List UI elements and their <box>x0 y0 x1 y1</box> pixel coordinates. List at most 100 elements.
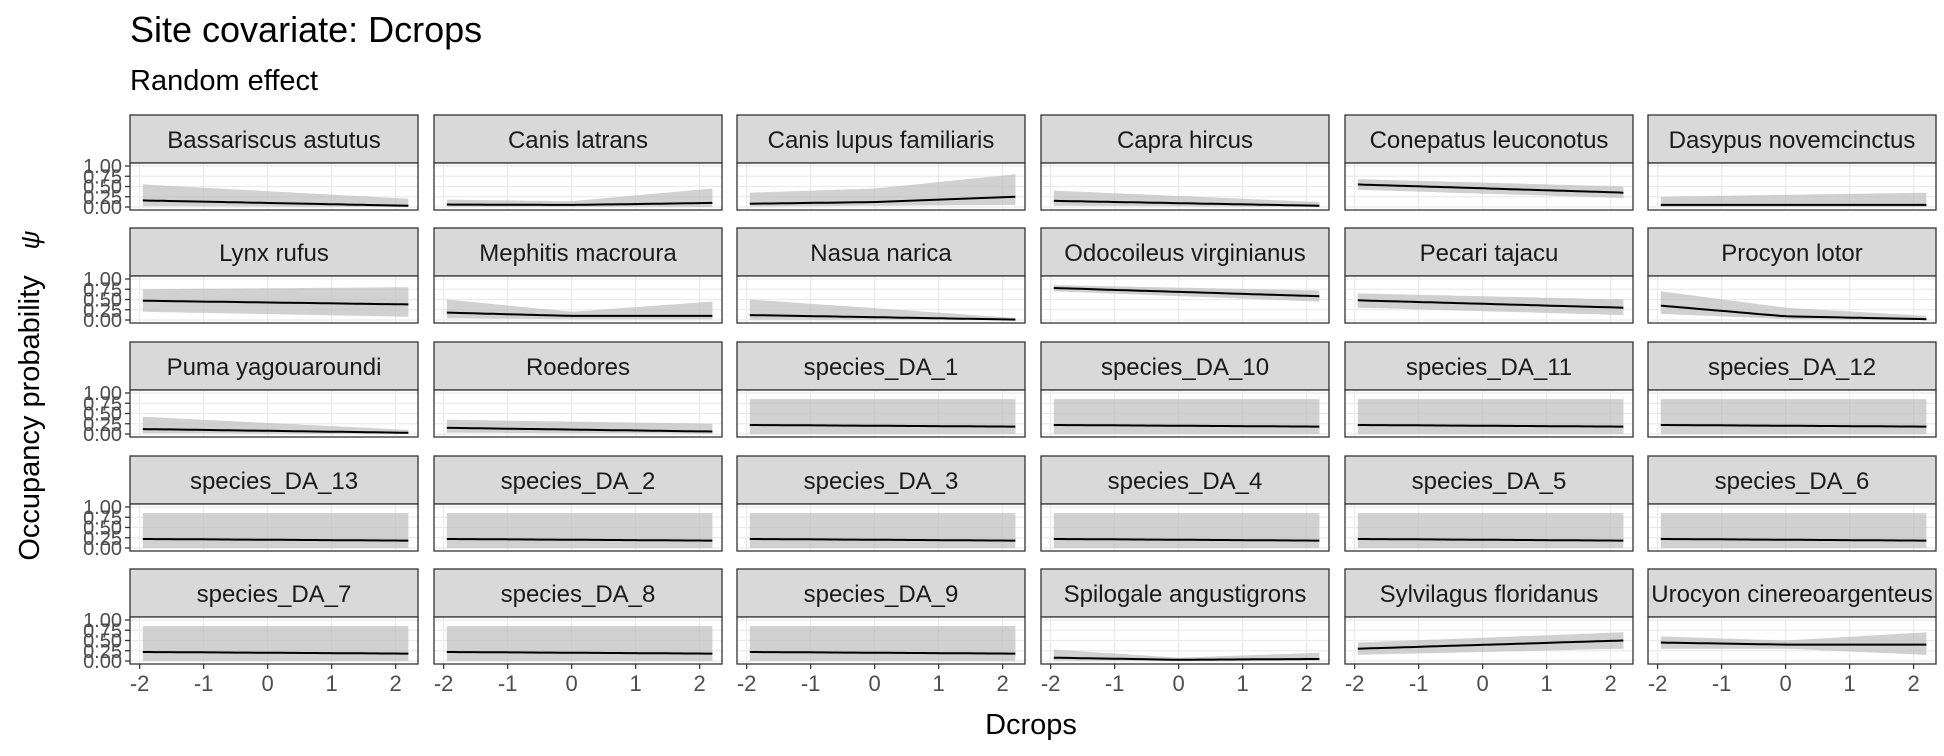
facet-panel: Odocoileus virginianus <box>1040 227 1330 324</box>
chart-subtitle: Random effect <box>130 65 318 97</box>
panel-border <box>736 389 1026 438</box>
x-tick-label: -1 <box>498 671 518 696</box>
facet-panel: species_DA_9 -2 -1 0 1 2 <box>736 568 1026 696</box>
mean-line <box>1357 639 1624 650</box>
mean-line <box>142 199 409 207</box>
confidence-band <box>1660 399 1927 434</box>
facet-panel: Roedores <box>433 341 723 438</box>
x-tick-label: -2 <box>1345 671 1365 696</box>
x-tick-label: 0 <box>1172 671 1184 696</box>
y-axis-label: Occupancy probability <box>14 275 46 561</box>
facet-strip-label: species_DA_13 <box>190 468 358 495</box>
x-tick-label: 2 <box>1907 671 1919 696</box>
x-tick-label: -1 <box>801 671 821 696</box>
panel-border <box>736 616 1026 665</box>
facet-panel: species_DA_1 <box>736 341 1026 438</box>
facet-strip <box>1040 114 1330 164</box>
y-tick-label: 0.25 <box>83 300 122 322</box>
panel-border <box>1344 162 1634 211</box>
x-tick-label: -1 <box>1105 671 1125 696</box>
y-tick-label: 0.50 <box>83 290 122 312</box>
x-tick-label: 1 <box>325 671 337 696</box>
x-tick-label: 1 <box>1540 671 1552 696</box>
facet-panel: Capra hircus <box>1040 114 1330 211</box>
y-tick-label: 0.25 <box>83 187 122 209</box>
facet-strip-label: species_DA_3 <box>804 468 959 495</box>
panel-border <box>736 162 1026 211</box>
panel-border <box>1040 389 1330 438</box>
x-tick-label: -2 <box>737 671 757 696</box>
mean-line <box>749 314 1016 321</box>
panel-border <box>1040 162 1330 211</box>
panel-border <box>433 389 723 438</box>
facet-strip-label: Odocoileus virginianus <box>1064 240 1305 267</box>
x-tick-label: 2 <box>389 671 401 696</box>
facet-panel: Conepatus leuconotus <box>1344 114 1634 211</box>
facet-strip <box>1647 114 1937 164</box>
facet-panel: Canis lupus familiaris <box>736 114 1026 211</box>
panel-border <box>1344 389 1634 438</box>
confidence-band <box>749 299 1016 320</box>
x-tick-label: 1 <box>1236 671 1248 696</box>
confidence-band <box>1053 513 1320 548</box>
panel-border <box>433 616 723 665</box>
facet-strip <box>129 341 419 391</box>
facet-strip-label: Bassariscus astutus <box>167 127 380 154</box>
mean-line <box>1660 641 1927 646</box>
facet-strip <box>1344 568 1634 618</box>
facet-strip <box>1647 227 1937 277</box>
facet-strip-label: Lynx rufus <box>219 240 329 267</box>
facet-panel: Dasypus novemcinctus <box>1647 114 1937 211</box>
mean-line <box>1660 304 1927 321</box>
facet-panel: Puma yagouaroundi 0.000.250.500.751.00 <box>83 341 419 446</box>
panel-border <box>1647 616 1937 665</box>
facet-strip-label: Canis lupus familiaris <box>768 127 995 154</box>
mean-line <box>1357 183 1624 194</box>
confidence-band <box>446 513 713 548</box>
facet-strip <box>1040 341 1330 391</box>
facet-strip-label: Urocyon cinereoargenteus <box>1651 581 1933 608</box>
facet-panel: Bassariscus astutus 0.000.250.500.751.00 <box>83 114 419 219</box>
facet-panel: Sylvilagus floridanus -2 -1 0 1 2 <box>1344 568 1634 696</box>
x-tick-label: -1 <box>1712 671 1732 696</box>
mean-line <box>142 538 409 542</box>
facet-strip-label: Dasypus novemcinctus <box>1669 127 1916 154</box>
mean-line <box>1357 538 1624 542</box>
facet-strip-label: species_DA_2 <box>501 468 656 495</box>
mean-line <box>446 201 713 206</box>
facet-panel: species_DA_12 <box>1647 341 1937 438</box>
x-tick-label: 1 <box>629 671 641 696</box>
y-tick-label: 0.75 <box>83 393 122 415</box>
facet-strip-label: species_DA_9 <box>804 581 959 608</box>
y-tick-label: 1.00 <box>83 383 122 405</box>
facet-strip-label: species_DA_10 <box>1101 354 1269 381</box>
facet-strip-label: Mephitis macroura <box>479 240 677 267</box>
x-tick-label: 2 <box>1604 671 1616 696</box>
facet-strip-label: species_DA_1 <box>804 354 959 381</box>
confidence-band <box>749 513 1016 548</box>
y-tick-label: 0.00 <box>83 538 122 560</box>
facet-strip <box>736 568 1026 618</box>
facet-strip <box>736 227 1026 277</box>
facet-strip <box>1344 227 1634 277</box>
facet-strip-label: Nasua narica <box>810 240 952 267</box>
mean-line <box>446 426 713 433</box>
mean-line <box>446 651 713 655</box>
mean-line <box>446 538 713 542</box>
mean-line <box>1053 656 1320 661</box>
panel-border <box>1647 162 1937 211</box>
x-tick-label: -1 <box>1409 671 1429 696</box>
y-tick-label: 0.75 <box>83 166 122 188</box>
confidence-band <box>1357 513 1624 548</box>
confidence-band <box>749 626 1016 661</box>
x-tick-label: -1 <box>194 671 214 696</box>
facet-strip <box>1647 568 1937 618</box>
y-tick-label: 1.00 <box>83 156 122 178</box>
facet-strip <box>1040 455 1330 505</box>
facet-strip <box>1344 114 1634 164</box>
x-tick-label: 2 <box>996 671 1008 696</box>
facet-strip <box>129 114 419 164</box>
x-tick-label: 0 <box>1476 671 1488 696</box>
facet-panel: species_DA_2 <box>433 455 723 552</box>
